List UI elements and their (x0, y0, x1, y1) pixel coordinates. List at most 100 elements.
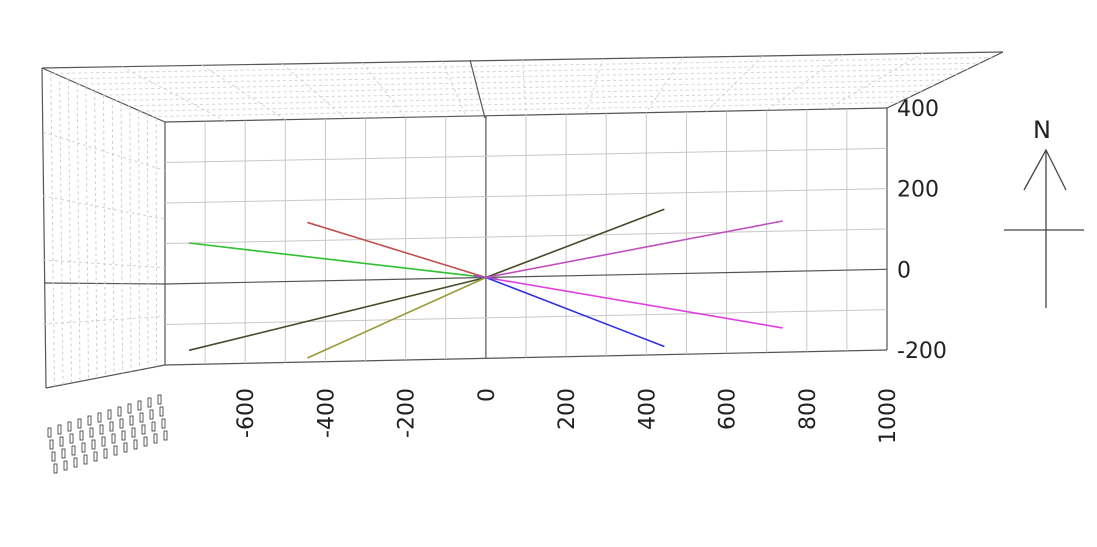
grid-line (766, 54, 844, 111)
grid-line (706, 55, 764, 112)
glyph-mark (143, 436, 148, 447)
glyph-mark (53, 463, 58, 474)
grid-line (164, 228, 888, 244)
glyph-mark (141, 424, 146, 435)
glyph-mark (157, 394, 162, 405)
glyph-mark (47, 427, 52, 438)
glyph-mark (119, 418, 124, 429)
glyph-mark (131, 427, 136, 438)
glyph-mark (87, 415, 92, 426)
glyph-mark (79, 430, 84, 441)
glyph-mark (97, 412, 102, 423)
axis-line (469, 59, 486, 119)
axis-line (164, 268, 888, 285)
glyph-mark (81, 442, 86, 453)
x-tick-label: -600 (234, 388, 259, 438)
glyph-mark (63, 460, 68, 471)
grid-line (76, 83, 81, 382)
glyph-mark (71, 445, 76, 456)
glyph-mark (83, 454, 88, 465)
glyph-mark (107, 409, 112, 420)
grid-line (164, 188, 888, 204)
grid-lines (42, 52, 992, 387)
grid-line (120, 102, 123, 374)
glyph-mark (69, 433, 74, 444)
frame-line (45, 364, 166, 389)
grid-line (201, 64, 286, 121)
glyph-mark (89, 427, 94, 438)
grid-line (78, 68, 969, 85)
series-line (307, 221, 487, 279)
series-line (188, 276, 487, 352)
grid-line (50, 71, 55, 387)
x-tick-label: -200 (395, 388, 420, 438)
grid-line (94, 91, 98, 379)
y-tick-label: 0 (897, 258, 911, 283)
glyph-mark (103, 448, 108, 459)
x-tick-label: 0 (475, 388, 500, 402)
x-tick-label: 600 (716, 388, 741, 430)
glyph-mark (99, 424, 104, 435)
y-tick-labels: -200 0 200 400 (897, 97, 947, 364)
grid-line (115, 85, 934, 101)
grid-line (111, 98, 115, 375)
x-tick-label: 400 (635, 388, 660, 430)
glyph-mark (59, 436, 64, 447)
grid-line (42, 315, 166, 325)
glyph-mark (111, 433, 116, 444)
series-line (485, 276, 665, 348)
north-arrow: N (1004, 116, 1084, 308)
x-tick-label: -400 (314, 388, 339, 438)
grid-line (826, 52, 924, 110)
glyph-mark (61, 448, 66, 459)
glyph-mark (133, 439, 138, 450)
grid-line (59, 75, 64, 385)
glyph-mark (147, 397, 152, 408)
y-tick-label: 400 (897, 97, 939, 122)
glyph-mark (67, 421, 72, 432)
x-tick-label: 200 (555, 388, 580, 430)
x-tick-label: 800 (796, 388, 821, 430)
glyph-mark (49, 439, 54, 450)
glyph-mark (113, 445, 118, 456)
glyph-mark (93, 451, 98, 462)
grid-line (138, 110, 140, 370)
series-line (188, 242, 486, 279)
glyph-mark (139, 412, 144, 423)
grid-line (146, 114, 149, 369)
glyph-mark (109, 421, 114, 432)
grid-line (585, 58, 604, 114)
x-tick-labels: -600 -400 -200 0 200 400 600 800 1000 (234, 388, 901, 444)
glyph-mark (153, 433, 158, 444)
series-line (307, 276, 487, 359)
series-group (188, 208, 783, 359)
glyph-mark (163, 430, 168, 441)
glyph-mark (57, 424, 62, 435)
north-arrow-head (1023, 148, 1067, 191)
series-line (485, 220, 783, 279)
grid-line (103, 94, 106, 377)
glyph-mark (91, 439, 96, 450)
glyph-mark (159, 406, 164, 417)
glyph-mark (77, 418, 82, 429)
grid-line (67, 79, 72, 384)
grid-line (42, 259, 166, 269)
glyph-mark (149, 409, 154, 420)
glyph-mark (123, 442, 128, 453)
glyph-mark (51, 451, 56, 462)
glyph-mark (161, 418, 166, 429)
y-tick-label: 200 (897, 178, 939, 203)
grid-line (54, 57, 992, 74)
grid-line (164, 147, 888, 163)
grid-line (164, 309, 888, 325)
grid-line (85, 87, 89, 380)
frame-line (41, 67, 47, 389)
y-tick-label: -200 (897, 339, 947, 364)
glyph-mark (73, 457, 78, 468)
glyph-mark (101, 436, 106, 447)
grid-line (121, 66, 226, 122)
north-label: N (1033, 116, 1051, 144)
plot-box (41, 51, 1004, 389)
series-line (473, 274, 499, 281)
